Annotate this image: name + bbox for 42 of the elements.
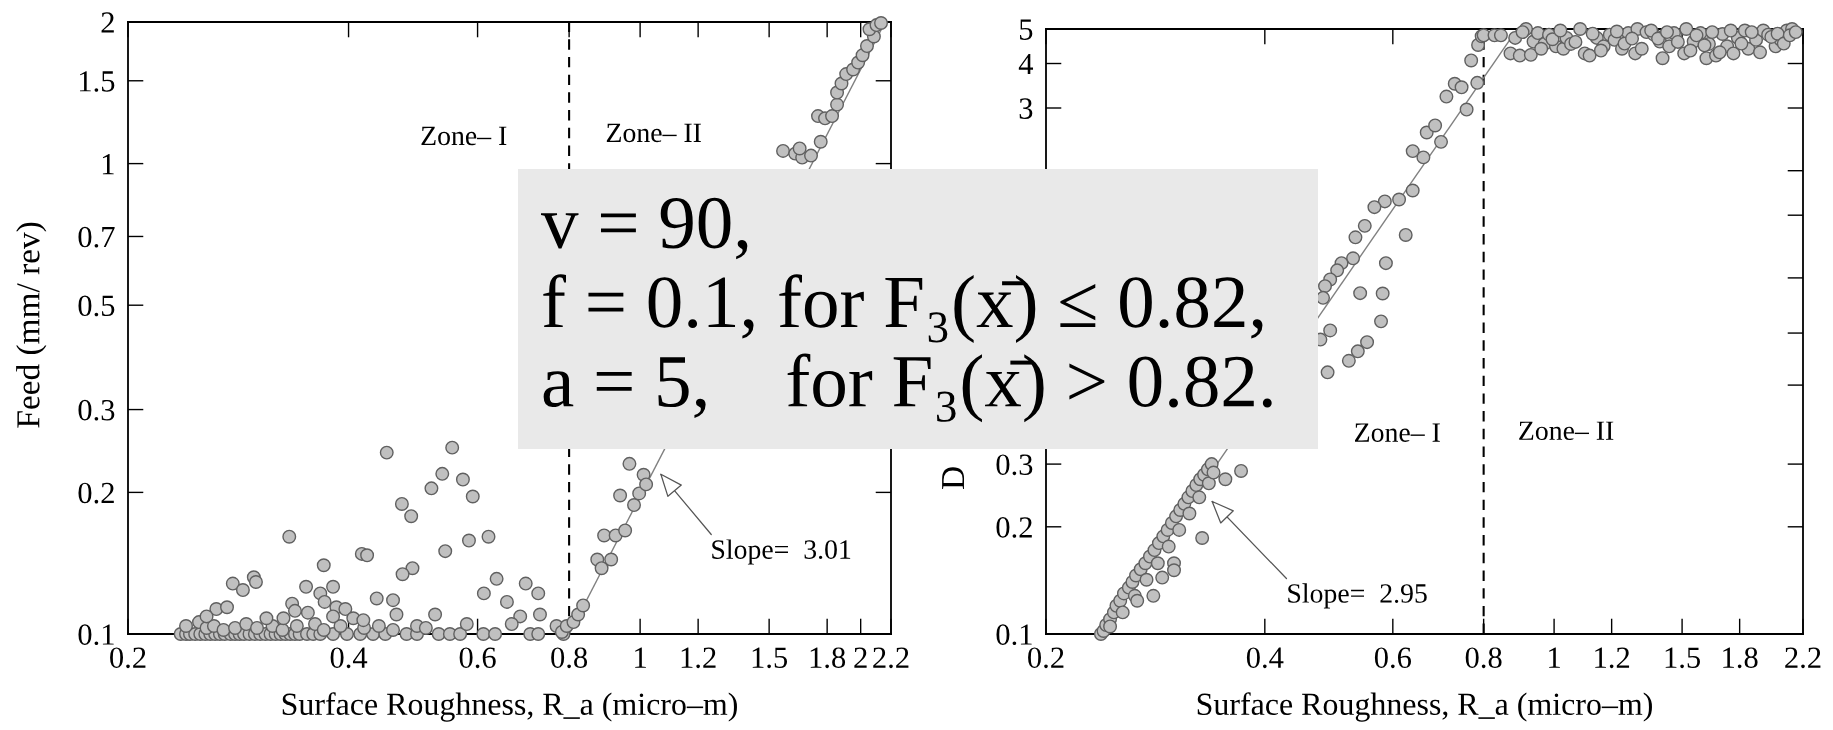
y-tick-label: 4 xyxy=(1018,54,1034,75)
x-tick-label: 0.4 xyxy=(330,647,368,669)
y-tick-label: 0.7 xyxy=(78,226,115,248)
annotation: Slope= 2.95 xyxy=(1288,583,1427,609)
annotation: Zone– I xyxy=(1355,423,1440,442)
x-tick-label: 0.4 xyxy=(1246,647,1284,669)
y-tick-label: 1.5 xyxy=(79,71,115,92)
x-tick-label: 0.8 xyxy=(551,647,588,669)
annotation: Zone– II xyxy=(1519,421,1614,441)
y-tick-label: 0.1 xyxy=(996,624,1032,646)
x-tick-label: 1.5 xyxy=(752,647,788,669)
x-tick-label: 2.2 xyxy=(1785,647,1821,669)
x-tick-label: 2 xyxy=(854,647,867,668)
y-tick-label: 0.2 xyxy=(78,482,114,504)
x-tick-label: 1 xyxy=(1549,647,1560,668)
x-tick-label: 1.2 xyxy=(1595,647,1630,669)
y-axis-title: Feed (mm/ rev) xyxy=(16,222,47,428)
y-axis-title: D xyxy=(942,467,965,489)
x-axis-title: Surface Roughness, R_a (micro–m) xyxy=(282,692,737,722)
x-tick-label: 1 xyxy=(635,647,646,668)
annotation: Zone– I xyxy=(421,126,507,146)
y-tick-label: 1 xyxy=(102,154,114,175)
y-tick-label: 0.1 xyxy=(78,624,114,646)
annotation: Slope= 3.01 xyxy=(712,539,851,565)
x-tick-label: 1.2 xyxy=(681,647,716,669)
y-tick-label: 5 xyxy=(1020,19,1033,40)
x-tick-label: 1.8 xyxy=(1723,647,1758,669)
y-tick-label: 0.3 xyxy=(996,454,1033,476)
x-axis-title: Surface Roughness, R_a (micro–m) xyxy=(1197,692,1652,722)
annotation: Zone– II xyxy=(606,123,701,143)
annotation: v = 90, f = 0.1, for F₃(x̄) ≤ 0.82, a = 5, for F₃(x̄) > 0.82. xyxy=(541,197,1272,423)
y-tick-label: 2 xyxy=(101,12,114,33)
x-tick-label: 1.8 xyxy=(810,647,846,669)
y-tick-label: 0.2 xyxy=(996,517,1032,538)
x-tick-label: 2.2 xyxy=(873,647,909,669)
x-tick-label: 0.8 xyxy=(1465,647,1502,669)
y-tick-label: 0.5 xyxy=(78,295,115,317)
x-tick-label: 0.6 xyxy=(459,647,496,669)
y-tick-label: 0.3 xyxy=(78,399,115,421)
x-tick-label: 0.6 xyxy=(1374,647,1412,669)
y-tick-label: 3 xyxy=(1019,98,1033,119)
x-tick-label: 1.5 xyxy=(1665,647,1700,669)
